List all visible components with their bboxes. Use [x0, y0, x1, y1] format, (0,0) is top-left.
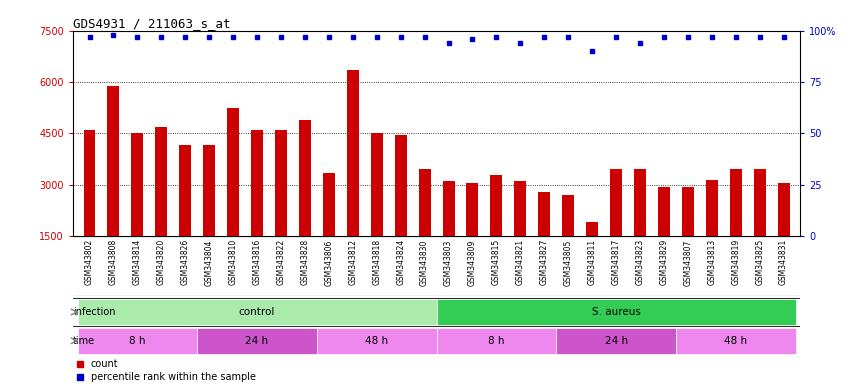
Text: GSM343815: GSM343815	[492, 239, 501, 285]
Text: 8 h: 8 h	[488, 336, 505, 346]
Text: GSM343803: GSM343803	[444, 239, 453, 286]
Text: 8 h: 8 h	[129, 336, 146, 346]
Bar	[556, 328, 676, 354]
Bar	[562, 195, 574, 288]
Bar	[467, 183, 479, 288]
Bar	[634, 169, 646, 288]
Text: GSM343822: GSM343822	[276, 239, 286, 285]
Text: GSM343809: GSM343809	[468, 239, 477, 286]
Bar	[753, 169, 765, 288]
Text: 48 h: 48 h	[366, 336, 389, 346]
Text: GSM343812: GSM343812	[348, 239, 357, 285]
Text: infection: infection	[74, 307, 116, 317]
Text: GSM343814: GSM343814	[133, 239, 142, 285]
Bar	[676, 328, 795, 354]
Bar	[179, 146, 191, 288]
Bar	[78, 328, 197, 354]
Text: GSM343829: GSM343829	[659, 239, 669, 285]
Text: GSM343808: GSM343808	[109, 239, 118, 285]
Text: time: time	[74, 336, 95, 346]
Text: 24 h: 24 h	[246, 336, 269, 346]
Bar	[347, 70, 359, 288]
Bar	[514, 181, 526, 288]
Bar	[395, 135, 407, 288]
Bar	[251, 130, 263, 288]
Text: GSM343810: GSM343810	[229, 239, 238, 285]
Bar	[437, 299, 795, 325]
Text: GSM343820: GSM343820	[157, 239, 166, 285]
Text: S. aureus: S. aureus	[591, 307, 640, 317]
Bar	[84, 130, 96, 288]
Text: GSM343806: GSM343806	[324, 239, 333, 286]
Text: GSM343830: GSM343830	[420, 239, 429, 286]
Bar	[610, 169, 622, 288]
Text: GSM343831: GSM343831	[779, 239, 788, 285]
Bar	[443, 181, 455, 288]
Bar	[323, 173, 335, 288]
Text: GSM343828: GSM343828	[300, 239, 309, 285]
Bar	[317, 328, 437, 354]
Bar	[371, 133, 383, 288]
Text: GSM343813: GSM343813	[707, 239, 716, 285]
Text: GSM343827: GSM343827	[540, 239, 549, 285]
Text: GSM343818: GSM343818	[372, 239, 381, 285]
Bar	[730, 169, 741, 288]
Bar	[78, 299, 437, 325]
Text: GSM343826: GSM343826	[181, 239, 190, 285]
Text: GSM343819: GSM343819	[731, 239, 740, 285]
Bar	[586, 222, 598, 288]
Bar	[108, 86, 120, 288]
Text: GSM343805: GSM343805	[564, 239, 573, 286]
Bar	[490, 174, 502, 288]
Text: GSM343804: GSM343804	[205, 239, 214, 286]
Text: GSM343817: GSM343817	[611, 239, 621, 285]
Bar	[197, 328, 317, 354]
Bar	[299, 120, 311, 288]
Text: count: count	[91, 359, 119, 369]
Bar	[658, 187, 670, 288]
Bar	[419, 169, 431, 288]
Text: 48 h: 48 h	[724, 336, 747, 346]
Text: GSM343802: GSM343802	[85, 239, 94, 285]
Text: 24 h: 24 h	[604, 336, 627, 346]
Text: GSM343823: GSM343823	[635, 239, 645, 285]
Bar	[538, 192, 550, 288]
Text: control: control	[239, 307, 276, 317]
Bar	[437, 328, 556, 354]
Text: GSM343807: GSM343807	[683, 239, 693, 286]
Text: GSM343816: GSM343816	[253, 239, 262, 285]
Bar	[275, 130, 287, 288]
Bar	[777, 183, 789, 288]
Text: percentile rank within the sample: percentile rank within the sample	[91, 372, 256, 382]
Text: GSM343821: GSM343821	[516, 239, 525, 285]
Text: GDS4931 / 211063_s_at: GDS4931 / 211063_s_at	[73, 17, 230, 30]
Bar	[203, 146, 215, 288]
Bar	[132, 133, 143, 288]
Text: GSM343824: GSM343824	[396, 239, 405, 285]
Bar	[706, 180, 718, 288]
Text: GSM343811: GSM343811	[587, 239, 597, 285]
Bar	[155, 127, 167, 288]
Text: GSM343825: GSM343825	[755, 239, 764, 285]
Bar	[227, 108, 239, 288]
Bar	[682, 187, 694, 288]
